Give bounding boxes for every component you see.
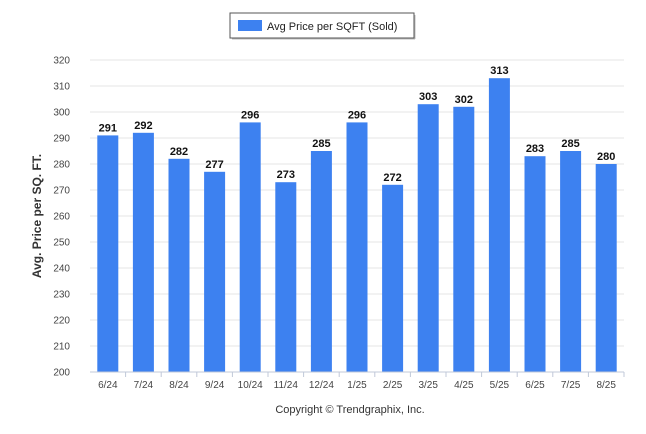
x-tick-label: 5/25 — [490, 380, 510, 391]
bar-value-label: 282 — [170, 146, 188, 158]
bar[interactable] — [204, 171, 226, 372]
legend-swatch — [238, 20, 262, 31]
x-tick-label: 7/25 — [561, 380, 581, 391]
bar[interactable] — [595, 164, 617, 372]
y-tick-label: 310 — [53, 82, 70, 93]
axes: 200 210 220 230 240 250 260 270 280 290 300 310 320 6… — [53, 56, 625, 391]
bar[interactable] — [310, 151, 332, 372]
bar-value-label: 303 — [419, 91, 437, 103]
y-tick-label: 260 — [53, 212, 70, 223]
y-tick-label: 210 — [53, 342, 70, 353]
x-tick-label: 2/25 — [383, 380, 403, 391]
bar[interactable] — [97, 135, 119, 372]
bar-value-label: 280 — [597, 151, 615, 163]
legend-label: Avg Price per SQFT (Sold) — [267, 21, 397, 33]
x-tick-label: 9/24 — [205, 380, 225, 391]
bar-value-label: 296 — [241, 109, 259, 121]
x-tick-label: 6/25 — [525, 380, 545, 391]
x-tick-label: 4/25 — [454, 380, 474, 391]
bar-value-label: 313 — [490, 65, 508, 77]
x-tick-label: 6/24 — [98, 380, 118, 391]
y-tick-label: 320 — [53, 56, 70, 67]
bar-value-label: 291 — [99, 122, 117, 134]
x-tick-label: 12/24 — [309, 380, 334, 391]
bar[interactable] — [524, 156, 546, 372]
y-axis-title: Avg. Price per SQ. FT. — [30, 154, 44, 278]
bar-value-label: 302 — [455, 94, 473, 106]
y-tick-label: 290 — [53, 134, 70, 145]
bar[interactable] — [488, 78, 510, 372]
bar[interactable] — [275, 182, 297, 372]
bar[interactable] — [382, 184, 404, 372]
copyright-footer: Copyright © Trendgraphix, Inc. — [275, 404, 424, 416]
y-tick-label: 200 — [53, 368, 70, 379]
y-tick-label: 280 — [53, 160, 70, 171]
bar-value-label: 285 — [561, 138, 579, 150]
y-tick-label: 300 — [53, 108, 70, 119]
y-tick-label: 230 — [53, 290, 70, 301]
bar-value-label: 273 — [277, 169, 295, 181]
y-tick-label: 240 — [53, 264, 70, 275]
y-tick-label: 250 — [53, 238, 70, 249]
x-tick-label: 3/25 — [418, 380, 438, 391]
y-tick-label: 270 — [53, 186, 70, 197]
data-labels: 291 292 282 277 296 273 285 296 272 303 302 313 283 2… — [99, 65, 616, 184]
x-tick-label: 7/24 — [134, 380, 154, 391]
bar[interactable] — [560, 151, 582, 372]
bar[interactable] — [453, 106, 475, 373]
bar-value-label: 283 — [526, 143, 544, 155]
bar[interactable] — [239, 122, 261, 373]
x-tick-label: 1/25 — [347, 380, 367, 391]
legend[interactable]: Avg Price per SQFT (Sold) — [229, 12, 416, 40]
x-tick-label: 8/24 — [169, 380, 189, 391]
bar[interactable] — [346, 122, 368, 373]
bar[interactable] — [132, 132, 154, 372]
bar[interactable] — [168, 158, 190, 372]
bar-value-label: 285 — [312, 138, 330, 150]
bar[interactable] — [417, 104, 439, 372]
x-tick-label: 8/25 — [596, 380, 616, 391]
bar-value-label: 292 — [134, 120, 152, 132]
bar-value-label: 272 — [383, 172, 401, 184]
bar-value-label: 296 — [348, 109, 366, 121]
y-tick-label: 220 — [53, 316, 70, 327]
x-tick-label: 10/24 — [238, 380, 263, 391]
bar-series — [97, 78, 617, 373]
x-tick-label: 11/24 — [274, 380, 299, 391]
bar-value-label: 277 — [205, 159, 223, 171]
